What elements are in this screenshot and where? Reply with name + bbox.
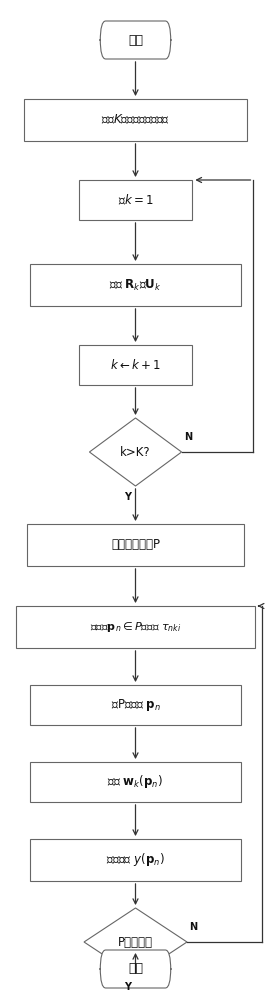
Bar bbox=[24, 99, 247, 141]
FancyBboxPatch shape bbox=[100, 950, 171, 988]
Text: Y: Y bbox=[124, 982, 131, 992]
Bar bbox=[30, 839, 241, 881]
Polygon shape bbox=[89, 418, 182, 486]
Bar bbox=[16, 606, 255, 648]
Bar bbox=[30, 264, 241, 306]
Text: 得到$K$个基地的接收数据: 得到$K$个基地的接收数据 bbox=[101, 113, 170, 127]
Bar bbox=[79, 180, 192, 220]
Bar bbox=[79, 345, 192, 385]
Text: P为空集？: P为空集？ bbox=[118, 936, 153, 948]
Polygon shape bbox=[84, 908, 187, 976]
Bar bbox=[30, 685, 241, 725]
Text: $k \leftarrow k+1$: $k \leftarrow k+1$ bbox=[110, 358, 161, 372]
Text: 计算 $\mathbf{R}_k$和$\mathbf{U}_k$: 计算 $\mathbf{R}_k$和$\mathbf{U}_k$ bbox=[109, 277, 162, 293]
Text: 选择点$\mathbf{p}_n \in P$，计算 $\tau_{nki}$: 选择点$\mathbf{p}_n \in P$，计算 $\tau_{nki}$ bbox=[90, 620, 181, 634]
Text: Y: Y bbox=[124, 492, 131, 502]
Text: 求空间谱 $y(\mathbf{p}_n)$: 求空间谱 $y(\mathbf{p}_n)$ bbox=[106, 852, 165, 868]
Bar bbox=[30, 762, 241, 802]
Text: 设定扫描区域P: 设定扫描区域P bbox=[111, 538, 160, 552]
Bar bbox=[27, 524, 244, 566]
FancyBboxPatch shape bbox=[100, 21, 171, 59]
Text: k>K?: k>K? bbox=[120, 446, 151, 458]
Text: 令$k=1$: 令$k=1$ bbox=[118, 193, 153, 207]
Text: N: N bbox=[184, 432, 192, 442]
Text: 从P中删除 $\mathbf{p}_n$: 从P中删除 $\mathbf{p}_n$ bbox=[111, 697, 160, 713]
Text: 开始: 开始 bbox=[128, 33, 143, 46]
Text: 计算 $\mathbf{w}_k(\mathbf{p}_n)$: 计算 $\mathbf{w}_k(\mathbf{p}_n)$ bbox=[107, 774, 164, 790]
Text: 结束: 结束 bbox=[128, 962, 143, 976]
Text: N: N bbox=[189, 922, 197, 932]
